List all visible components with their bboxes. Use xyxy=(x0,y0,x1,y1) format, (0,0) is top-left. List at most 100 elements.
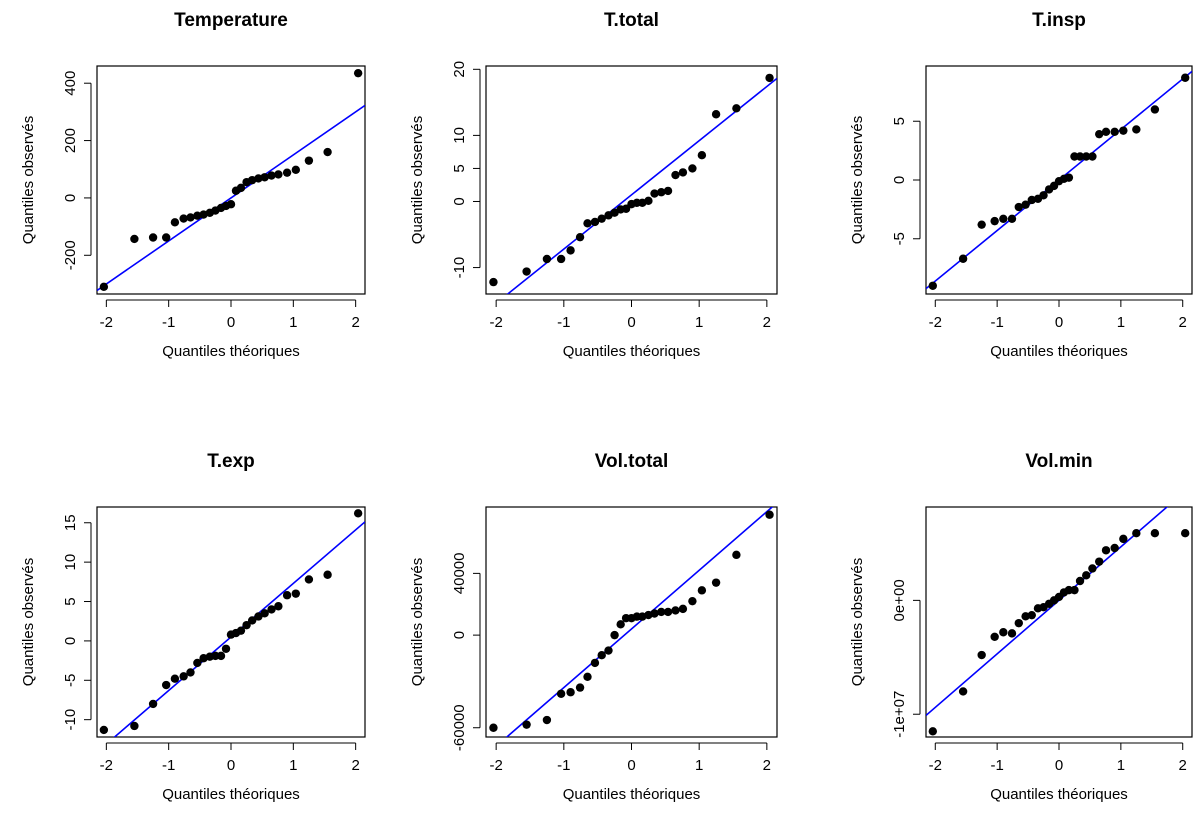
data-point xyxy=(711,110,721,119)
data-point xyxy=(1039,191,1048,200)
x-axis-label: Quantiles théoriques xyxy=(162,786,300,803)
data-point xyxy=(254,174,263,183)
data-point xyxy=(616,620,625,629)
data-point xyxy=(1088,152,1097,161)
y-tick-label: 40000 xyxy=(451,553,468,595)
data-point xyxy=(1064,173,1074,182)
plot-frame xyxy=(925,65,1193,295)
data-point xyxy=(291,165,301,175)
data-point xyxy=(663,186,673,196)
data-point xyxy=(1119,126,1128,135)
y-tick-label: 5 xyxy=(62,597,79,605)
x-axis-label: Quantiles théoriques xyxy=(563,343,701,360)
data-point xyxy=(282,591,292,600)
data-point xyxy=(226,200,236,209)
plot-frame xyxy=(925,506,1193,738)
data-point xyxy=(657,607,666,617)
x-tick-label: 0 xyxy=(227,757,235,774)
data-point xyxy=(732,104,741,113)
y-axis-label: Quantiles observés xyxy=(849,116,866,244)
x-tick-label: 0 xyxy=(1055,314,1063,331)
data-point xyxy=(179,214,188,223)
data-point xyxy=(267,605,276,614)
data-point xyxy=(556,689,566,698)
data-point xyxy=(1075,152,1085,161)
data-point xyxy=(999,214,1008,223)
qq-reference-line xyxy=(97,104,365,292)
y-axis-label: Quantiles observés xyxy=(849,558,866,686)
data-point xyxy=(657,188,666,197)
data-point xyxy=(928,727,938,736)
data-point xyxy=(161,680,171,690)
panel-title: Vol.total xyxy=(595,451,669,472)
data-point xyxy=(958,687,968,696)
qq-panel-5: Vol.total -2 -1 0 1 2 Quantiles théoriques -600… xyxy=(409,451,778,803)
data-point xyxy=(566,246,575,255)
y-tick-label: 0 xyxy=(451,631,468,639)
x-tick-label: 2 xyxy=(351,757,359,774)
y-tick-label: 400 xyxy=(62,71,79,96)
y-tick-label: 15 xyxy=(62,514,79,531)
data-point xyxy=(236,183,246,193)
data-point xyxy=(1150,105,1160,114)
x-tick-label: -2 xyxy=(100,314,113,331)
data-point xyxy=(216,651,226,661)
data-point xyxy=(1150,528,1160,538)
data-point xyxy=(282,168,292,177)
x-axis-label: Quantiles théoriques xyxy=(990,786,1128,803)
y-tick-label: 200 xyxy=(62,128,79,153)
y-tick-label: -10 xyxy=(451,257,468,279)
data-point xyxy=(678,168,688,177)
data-point xyxy=(1132,125,1141,134)
data-point xyxy=(274,602,283,611)
data-point xyxy=(556,254,566,264)
x-tick-label: 0 xyxy=(627,314,635,331)
data-point xyxy=(353,68,363,78)
x-tick-label: 1 xyxy=(289,757,297,774)
y-tick-label: 0 xyxy=(62,637,79,645)
data-point xyxy=(732,550,741,560)
x-tick-label: 1 xyxy=(695,314,703,331)
data-point xyxy=(254,612,263,621)
y-tick-label: -60000 xyxy=(451,704,468,751)
y-tick-label: -5 xyxy=(891,232,908,245)
data-point xyxy=(170,674,180,683)
data-point xyxy=(566,688,575,697)
data-point xyxy=(1014,202,1023,212)
data-point xyxy=(260,173,269,182)
data-point xyxy=(542,715,552,725)
x-tick-label: 0 xyxy=(1055,757,1063,774)
data-point xyxy=(186,213,195,222)
data-point xyxy=(977,650,986,660)
y-tick-label: 0 xyxy=(62,194,79,202)
data-point xyxy=(575,683,585,692)
x-tick-label: -1 xyxy=(557,314,570,331)
plot-area xyxy=(489,73,777,294)
y-tick-label: -200 xyxy=(62,240,79,270)
x-tick-label: 0 xyxy=(227,314,235,331)
y-tick-label: 5 xyxy=(451,164,468,172)
data-point xyxy=(236,626,246,635)
data-point xyxy=(1007,629,1017,638)
x-tick-label: 2 xyxy=(763,314,771,331)
x-tick-label: -1 xyxy=(990,757,1003,774)
plot-area xyxy=(926,507,1190,736)
data-point xyxy=(604,646,613,655)
x-tick-label: 0 xyxy=(627,757,635,774)
x-tick-label: 1 xyxy=(1117,757,1125,774)
x-tick-label: 2 xyxy=(1179,757,1187,774)
data-point xyxy=(1101,546,1111,555)
data-point xyxy=(1180,528,1190,538)
x-tick-label: 2 xyxy=(351,314,359,331)
data-point xyxy=(1027,610,1036,620)
y-tick-label: -5 xyxy=(62,674,79,687)
data-point xyxy=(99,725,109,735)
data-point xyxy=(990,216,999,226)
panel-title: Temperature xyxy=(174,10,288,31)
data-point xyxy=(148,233,158,242)
y-axis-label: Quantiles observés xyxy=(20,558,37,686)
data-point xyxy=(1110,127,1119,137)
data-point xyxy=(765,73,774,83)
data-point xyxy=(1132,528,1141,538)
